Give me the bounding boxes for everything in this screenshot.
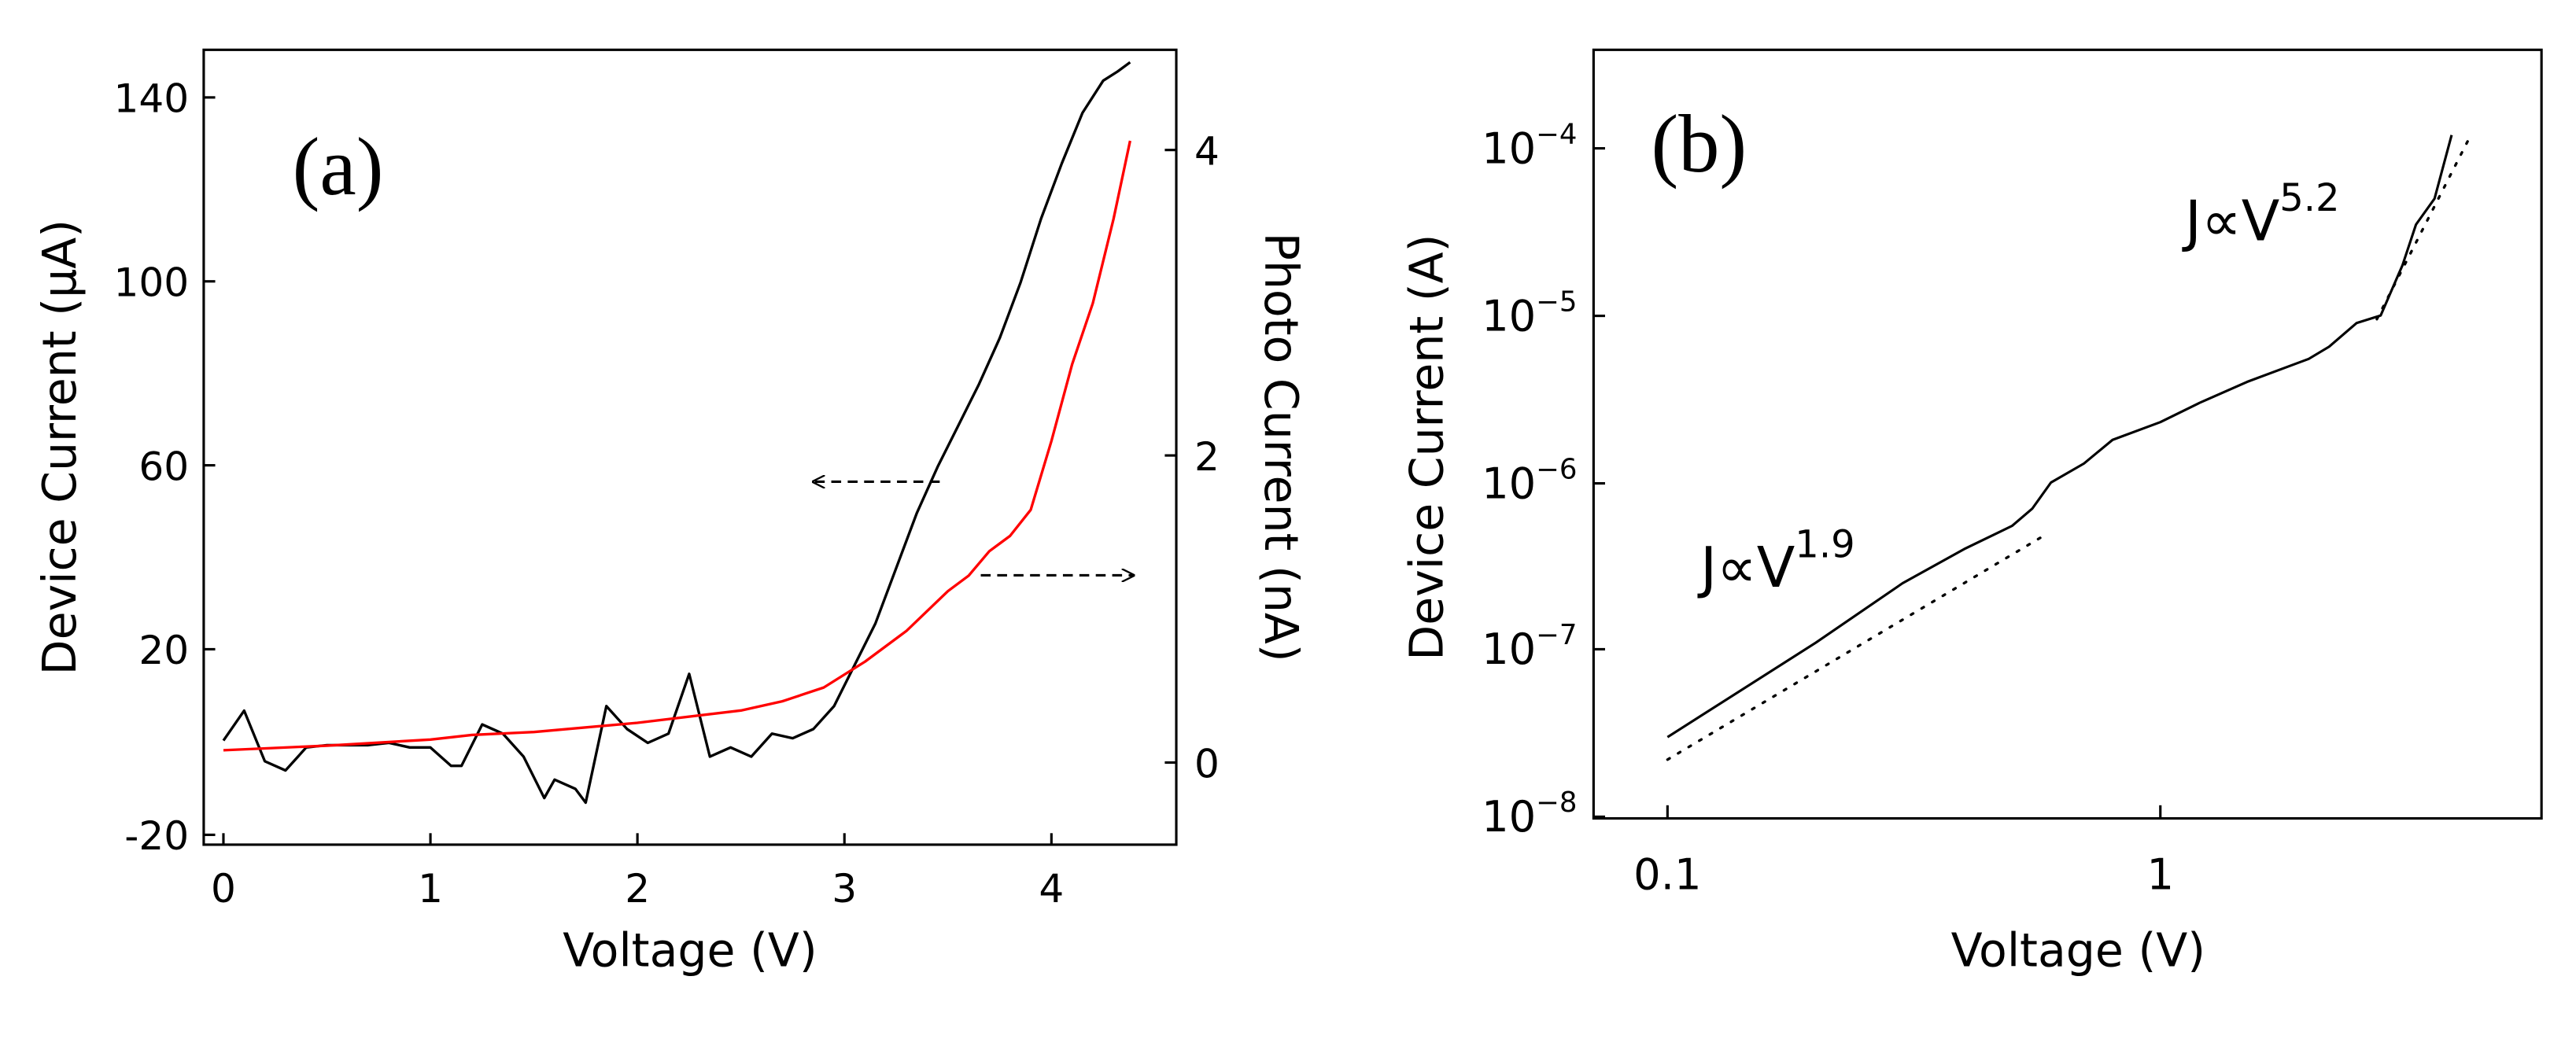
x-tick-label-b-1: 1	[2146, 849, 2174, 899]
photo-current-line	[223, 140, 1131, 752]
x-axis-a	[222, 833, 1053, 845]
x-axis-title-b: Voltage (V)	[1951, 923, 2205, 977]
panel-a: (a) 0 1 2 3 4 -20 20 60 100 140	[33, 48, 1308, 977]
y-tick-label-b-0: 10−8	[1482, 787, 1577, 842]
plot-frame-b	[1592, 48, 2543, 820]
y-tick-label-a-0: -20	[124, 812, 189, 859]
fit-line-5-2	[2375, 140, 2469, 321]
panel-b: (b) 0.1 1 10−8 10−7 10−6 10−5 10−4 Volta…	[1400, 48, 2543, 977]
y-tick-label-a-1: 20	[138, 627, 189, 673]
x-axis-b	[1666, 805, 2162, 819]
device-current-log-line	[1666, 134, 2453, 739]
y-axis-right-a	[1164, 149, 1177, 765]
fit-line-1-9	[1666, 534, 2046, 761]
y2-tick-label-a-0: 0	[1194, 740, 1220, 787]
panel-label-a: (a)	[293, 121, 384, 212]
x-tick-label-a-0: 0	[211, 865, 236, 912]
y-tick-label-a-3: 100	[113, 260, 189, 306]
x-tick-label-a-1: 1	[418, 865, 443, 912]
y-axis-title-b: Device Current (A)	[1400, 234, 1453, 661]
panel-label-b: (b)	[1651, 98, 1747, 190]
y-tick-label-b-3: 10−5	[1482, 286, 1577, 341]
y-axis-title-a: Device Current (μA)	[33, 219, 87, 675]
y-axis-left-a	[203, 96, 216, 836]
y2-tick-label-a-2: 4	[1194, 127, 1220, 174]
y-tick-label-a-4: 140	[113, 76, 189, 122]
plot-frame-a	[202, 48, 1178, 846]
annotation-1-9: J∝V1.9	[1697, 523, 1855, 601]
y2-axis-title-a: Photo Current (nA)	[1254, 233, 1308, 662]
y2-tick-label-a-1: 2	[1194, 433, 1220, 480]
y-tick-label-a-2: 60	[138, 443, 189, 489]
y-axis-b	[1593, 147, 1605, 818]
y-tick-label-b-2: 10−6	[1482, 453, 1577, 508]
x-tick-label-b-0: 0.1	[1633, 849, 1701, 899]
x-tick-label-a-3: 3	[832, 865, 857, 912]
x-tick-label-a-4: 4	[1039, 865, 1064, 912]
y-tick-label-b-4: 10−4	[1482, 118, 1577, 173]
x-tick-label-a-2: 2	[625, 865, 650, 912]
x-axis-title-a: Voltage (V)	[563, 923, 817, 977]
annotation-5-2: J∝V5.2	[2182, 176, 2340, 254]
y-tick-label-b-1: 10−7	[1482, 619, 1577, 674]
